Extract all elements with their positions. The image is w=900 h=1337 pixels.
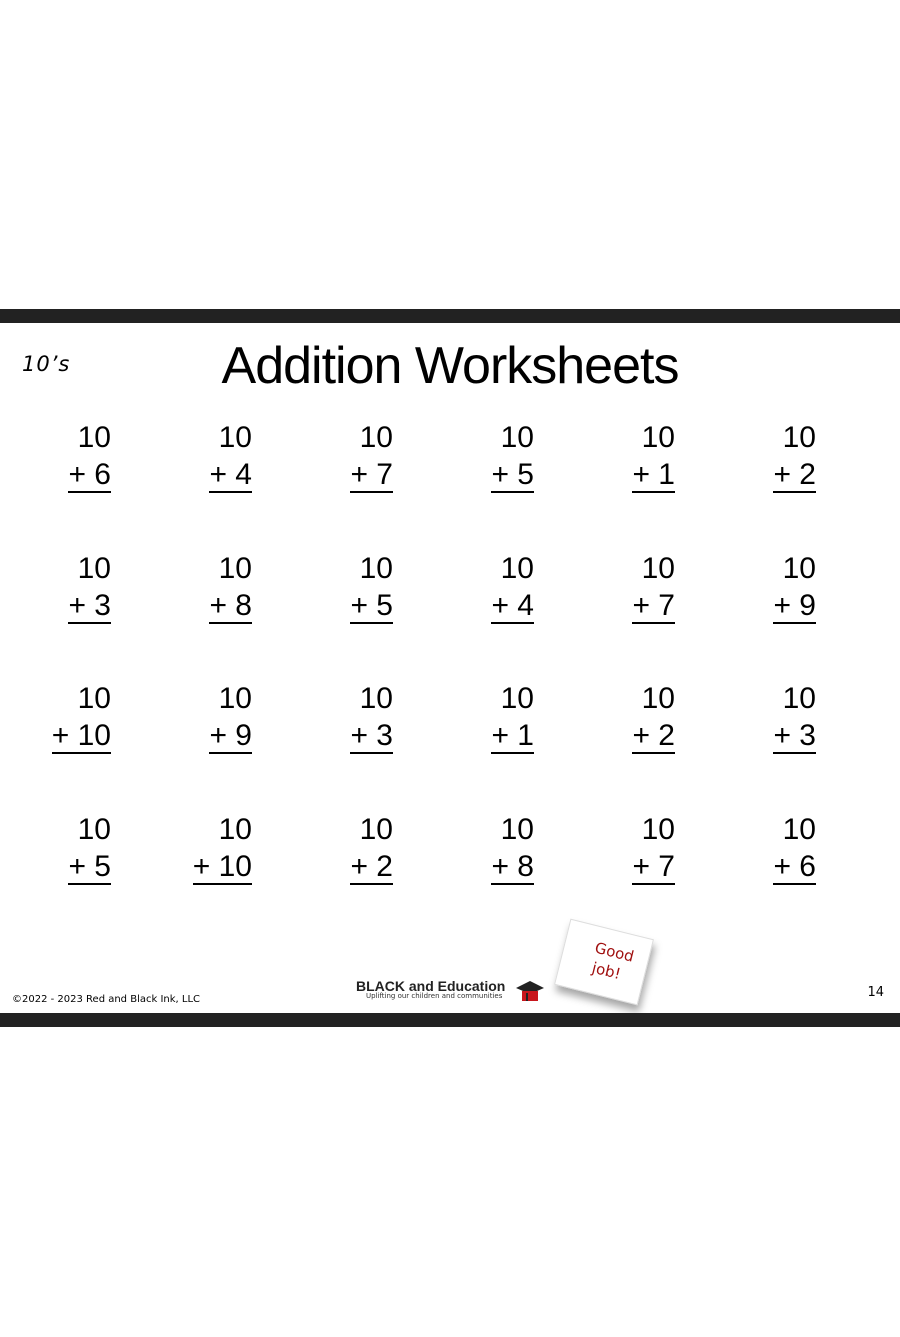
problem-top-number: 10 bbox=[782, 421, 816, 454]
problem-addend: + 3 bbox=[68, 588, 111, 624]
problem-addend: + 1 bbox=[491, 719, 534, 754]
page-number: 14 bbox=[867, 985, 884, 1000]
problem-addend: + 2 bbox=[350, 849, 393, 885]
addition-problem: 10 + 1 bbox=[393, 680, 534, 811]
addition-problem: 10 + 8 bbox=[393, 811, 534, 942]
problem-top-number: 10 bbox=[500, 812, 534, 846]
problem-addend: + 3 bbox=[350, 719, 393, 754]
problem-addend: + 2 bbox=[632, 719, 675, 754]
problem-top-number: 10 bbox=[782, 682, 816, 715]
problem-addend: + 7 bbox=[632, 849, 675, 885]
problem-addend: + 8 bbox=[209, 588, 252, 624]
problem-top-number: 10 bbox=[359, 421, 393, 454]
logo: BLACK and Education Uplifting our childr… bbox=[356, 978, 505, 1000]
problem-addend: + 2 bbox=[773, 458, 816, 493]
section-tag: 10’s bbox=[22, 352, 71, 376]
addition-problem: 10 + 8 bbox=[111, 550, 252, 681]
addition-problem: 10 + 9 bbox=[111, 680, 252, 811]
top-border-bar bbox=[0, 309, 900, 323]
problem-addend: + 1 bbox=[632, 458, 675, 493]
addition-problem: 10 + 5 bbox=[393, 419, 534, 550]
addition-problem: 10 + 4 bbox=[393, 550, 534, 681]
page-title: Addition Worksheets bbox=[221, 337, 680, 395]
addition-problem: 10 + 2 bbox=[534, 680, 675, 811]
problem-addend: + 10 bbox=[51, 719, 111, 754]
problem-top-number: 10 bbox=[500, 682, 534, 715]
problem-top-number: 10 bbox=[77, 682, 111, 715]
logo-tagline: Uplifting our children and communities bbox=[366, 992, 503, 1000]
logo-name: BLACK and Education bbox=[356, 978, 506, 994]
problem-addend: + 7 bbox=[350, 458, 393, 493]
problem-top-number: 10 bbox=[77, 421, 111, 454]
addition-problem: 10 + 6 bbox=[675, 811, 816, 942]
problem-top-number: 10 bbox=[359, 812, 393, 846]
problem-top-number: 10 bbox=[641, 551, 675, 585]
problem-top-number: 10 bbox=[500, 421, 534, 454]
problem-top-number: 10 bbox=[782, 812, 816, 846]
problem-top-number: 10 bbox=[218, 421, 252, 454]
problem-top-number: 10 bbox=[641, 421, 675, 454]
addition-problem: 10 + 10 bbox=[111, 811, 252, 942]
problem-addend: + 6 bbox=[68, 458, 111, 493]
addition-problem: 10 + 7 bbox=[534, 811, 675, 942]
problem-addend: + 10 bbox=[192, 849, 252, 885]
problem-addend: + 6 bbox=[773, 849, 816, 885]
problem-addend: + 7 bbox=[632, 588, 675, 624]
problem-addend: + 3 bbox=[773, 719, 816, 754]
addition-problem: 10 + 3 bbox=[0, 550, 111, 681]
problem-grid: 10 + 6 10 + 4 10 + 7 10 + 5 10 + 1 10 + 2 10 + 3 10 + 8… bbox=[0, 419, 816, 941]
addition-problem: 10 + 3 bbox=[675, 680, 816, 811]
graduation-cap-icon bbox=[516, 981, 544, 1001]
addition-problem: 10 + 4 bbox=[111, 419, 252, 550]
problem-addend: + 8 bbox=[491, 849, 534, 885]
addition-problem: 10 + 6 bbox=[0, 419, 111, 550]
addition-problem: 10 + 5 bbox=[0, 811, 111, 942]
addition-problem: 10 + 3 bbox=[252, 680, 393, 811]
problem-top-number: 10 bbox=[218, 551, 252, 585]
problem-top-number: 10 bbox=[500, 551, 534, 585]
problem-top-number: 10 bbox=[77, 812, 111, 846]
addition-problem: 10 + 2 bbox=[675, 419, 816, 550]
addition-problem: 10 + 2 bbox=[252, 811, 393, 942]
addition-problem: 10 + 5 bbox=[252, 550, 393, 681]
problem-addend: + 9 bbox=[209, 719, 252, 754]
problem-top-number: 10 bbox=[218, 682, 252, 715]
problem-top-number: 10 bbox=[641, 812, 675, 846]
problem-top-number: 10 bbox=[359, 551, 393, 585]
addition-problem: 10 + 10 bbox=[0, 680, 111, 811]
problem-addend: + 4 bbox=[491, 588, 534, 624]
problem-addend: + 5 bbox=[68, 849, 111, 885]
problem-top-number: 10 bbox=[782, 551, 816, 585]
addition-problem: 10 + 7 bbox=[534, 550, 675, 681]
problem-top-number: 10 bbox=[359, 682, 393, 715]
problem-top-number: 10 bbox=[77, 551, 111, 585]
copyright: ©2022 - 2023 Red and Black Ink, LLC bbox=[12, 994, 201, 1005]
problem-top-number: 10 bbox=[641, 682, 675, 715]
problem-addend: + 5 bbox=[350, 588, 393, 624]
problem-addend: + 5 bbox=[491, 458, 534, 493]
addition-problem: 10 + 1 bbox=[534, 419, 675, 550]
problem-top-number: 10 bbox=[218, 812, 252, 846]
problem-addend: + 9 bbox=[773, 588, 816, 624]
bottom-border-bar bbox=[0, 1013, 900, 1027]
problem-addend: + 4 bbox=[209, 458, 252, 493]
addition-problem: 10 + 9 bbox=[675, 550, 816, 681]
addition-problem: 10 + 7 bbox=[252, 419, 393, 550]
